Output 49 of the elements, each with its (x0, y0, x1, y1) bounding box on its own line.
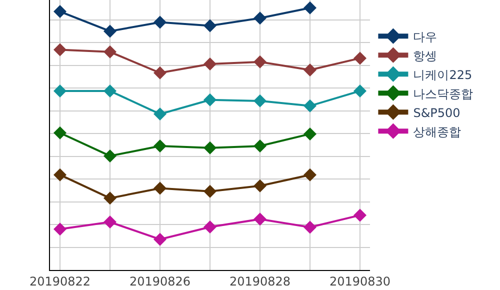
legend-label: 항셍 (413, 48, 438, 63)
point (254, 12, 266, 25)
point (204, 93, 216, 106)
point (154, 108, 166, 121)
point (54, 84, 66, 98)
point (54, 43, 66, 56)
point (254, 179, 266, 192)
point (204, 19, 216, 32)
point (204, 184, 216, 198)
point (154, 66, 166, 80)
x-tick-label: 20190822 (29, 274, 91, 288)
point (154, 232, 166, 246)
point (304, 220, 316, 234)
point (354, 84, 366, 98)
point (304, 168, 316, 182)
point (154, 140, 166, 153)
point (204, 220, 216, 234)
point (304, 1, 316, 14)
point (204, 141, 216, 154)
point (104, 192, 116, 205)
x-tick-label: 20190826 (129, 274, 191, 288)
x-tick-label: 20190830 (329, 274, 391, 288)
point (54, 126, 66, 140)
point (104, 84, 116, 98)
point (304, 99, 316, 112)
point (104, 149, 116, 162)
point (254, 55, 266, 68)
point (154, 182, 166, 195)
legend-label: 나스닥종합 (413, 86, 474, 101)
point (354, 52, 366, 65)
legend-label: 다우 (413, 30, 438, 44)
point (254, 212, 266, 226)
point (254, 94, 266, 108)
point (154, 16, 166, 29)
point (104, 216, 116, 229)
point (204, 57, 216, 70)
point (54, 168, 66, 182)
point (354, 208, 366, 222)
point (104, 45, 116, 58)
legend-label: 상해종합 (413, 124, 462, 139)
point (254, 140, 266, 153)
legend-label: S&P500 (413, 106, 460, 120)
point (304, 127, 316, 140)
point (54, 5, 66, 18)
point (104, 24, 116, 38)
point (304, 63, 316, 76)
x-tick-label: 20190828 (229, 274, 291, 288)
point (54, 222, 66, 236)
legend-label: 니케이225 (413, 68, 472, 82)
